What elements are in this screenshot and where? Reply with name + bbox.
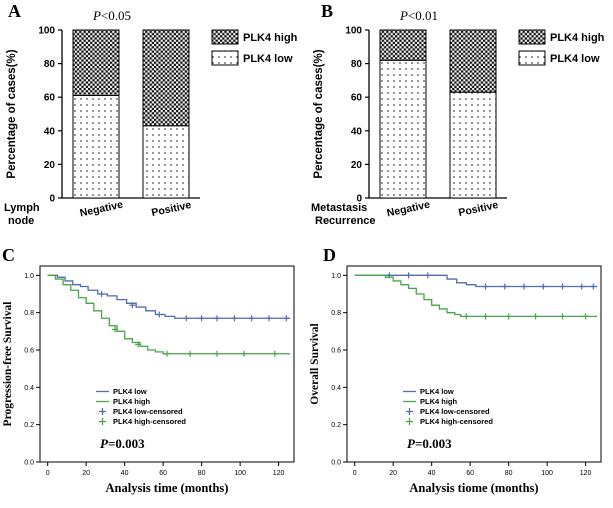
svg-text:0.2: 0.2 bbox=[24, 422, 34, 429]
svg-text:PLK4 high: PLK4 high bbox=[113, 397, 151, 406]
svg-text:PLK4 low: PLK4 low bbox=[550, 53, 600, 65]
svg-text:Percentage of cases(%): Percentage of cases(%) bbox=[6, 49, 18, 178]
svg-text:0.0: 0.0 bbox=[331, 460, 341, 467]
svg-text:P<0.01: P<0.01 bbox=[399, 8, 438, 23]
stacked-bar-chart-metastasis-recurrence: 0 20 40 60 80 100 Negative Positive P<0.01 Percen… bbox=[311, 8, 605, 227]
svg-text:Analysis tiome (months): Analysis tiome (months) bbox=[409, 481, 538, 495]
svg-text:1.0: 1.0 bbox=[24, 273, 34, 280]
svg-text:100: 100 bbox=[234, 470, 246, 477]
svg-text:P=0.003: P=0.003 bbox=[407, 436, 452, 451]
svg-text:PLK4 low: PLK4 low bbox=[243, 53, 293, 65]
svg-text:0.8: 0.8 bbox=[24, 310, 34, 317]
svg-text:20: 20 bbox=[82, 470, 90, 477]
svg-text:0: 0 bbox=[353, 470, 357, 477]
svg-text:100: 100 bbox=[541, 470, 553, 477]
kaplan-meier-overall-survival: 0.0 0.2 0.4 0.6 0.8 1.0 0 20 40 60 80 100 120 PLK4 lo… bbox=[309, 265, 602, 495]
svg-text:40: 40 bbox=[428, 470, 436, 477]
panel-c-km-progression-free-survival: C 0.0 0.2 0.4 0.6 0.8 1.0 0 20 40 60 80 100 120 PLK4 … bbox=[0, 245, 306, 508]
svg-text:100: 100 bbox=[345, 26, 362, 37]
svg-text:Analysis time (months): Analysis time (months) bbox=[106, 481, 229, 495]
svg-text:0: 0 bbox=[46, 470, 50, 477]
svg-text:20: 20 bbox=[351, 160, 363, 171]
svg-text:Negative: Negative bbox=[79, 199, 124, 220]
svg-text:100: 100 bbox=[38, 26, 55, 37]
svg-text:20: 20 bbox=[389, 470, 397, 477]
svg-text:Positive: Positive bbox=[150, 199, 192, 219]
svg-text:60: 60 bbox=[159, 470, 167, 477]
svg-text:node: node bbox=[8, 215, 34, 227]
svg-text:80: 80 bbox=[44, 59, 56, 70]
svg-text:0.8: 0.8 bbox=[331, 310, 341, 317]
panel-a-label: A bbox=[8, 1, 21, 21]
stacked-bar-chart-lymph-node: 0 20 40 60 80 100 Negative Positive P<0.05 Percen… bbox=[4, 8, 298, 227]
svg-text:0: 0 bbox=[356, 194, 362, 205]
svg-text:60: 60 bbox=[351, 93, 363, 104]
svg-text:0.6: 0.6 bbox=[331, 348, 341, 355]
panel-d-label: D bbox=[323, 245, 336, 265]
panel-a-bar-chart-lymph-node: A 0 20 40 60 80 100 Negative Positive P<0.05 Perc… bbox=[0, 0, 306, 252]
svg-text:80: 80 bbox=[351, 59, 363, 70]
svg-text:Metastasis: Metastasis bbox=[311, 202, 367, 214]
svg-text:PLK4 high: PLK4 high bbox=[243, 32, 298, 44]
kaplan-meier-progression-free-survival: 0.0 0.2 0.4 0.6 0.8 1.0 0 20 40 60 80 100 120 PLK4 lo… bbox=[2, 265, 295, 495]
panel-b-label: B bbox=[321, 1, 334, 21]
svg-text:0.4: 0.4 bbox=[331, 385, 341, 392]
svg-text:PLK4 low-censored: PLK4 low-censored bbox=[113, 407, 183, 416]
svg-text:0.2: 0.2 bbox=[331, 422, 341, 429]
svg-text:PLK4 high-censored: PLK4 high-censored bbox=[420, 417, 493, 426]
svg-text:PLK4 low: PLK4 low bbox=[113, 387, 147, 396]
svg-text:PLK4 high: PLK4 high bbox=[420, 397, 458, 406]
svg-text:120: 120 bbox=[273, 470, 285, 477]
svg-text:Recurrence: Recurrence bbox=[315, 215, 376, 227]
svg-text:PLK4 low: PLK4 low bbox=[420, 387, 454, 396]
svg-text:Progression-free Survival: Progression-free Survival bbox=[2, 302, 14, 427]
svg-text:PLK4 high: PLK4 high bbox=[550, 32, 605, 44]
svg-text:20: 20 bbox=[44, 160, 56, 171]
svg-text:60: 60 bbox=[44, 93, 56, 104]
svg-text:1.0: 1.0 bbox=[331, 273, 341, 280]
svg-text:80: 80 bbox=[505, 470, 513, 477]
svg-text:0.4: 0.4 bbox=[24, 385, 34, 392]
panel-d-km-overall-survival: D 0.0 0.2 0.4 0.6 0.8 1.0 0 20 40 60 80 100 120 PLK4 … bbox=[307, 245, 613, 508]
svg-text:0: 0 bbox=[49, 194, 55, 205]
svg-text:PLK4 high-censored: PLK4 high-censored bbox=[113, 417, 186, 426]
svg-text:PLK4 low-censored: PLK4 low-censored bbox=[420, 407, 490, 416]
svg-text:0.6: 0.6 bbox=[24, 348, 34, 355]
svg-text:P=0.003: P=0.003 bbox=[100, 436, 145, 451]
svg-text:80: 80 bbox=[198, 470, 206, 477]
svg-text:120: 120 bbox=[580, 470, 592, 477]
panel-c-label: C bbox=[2, 245, 15, 265]
svg-text:Negative: Negative bbox=[386, 199, 431, 220]
svg-text:Positive: Positive bbox=[457, 199, 499, 219]
svg-text:40: 40 bbox=[121, 470, 129, 477]
svg-text:60: 60 bbox=[466, 470, 474, 477]
svg-text:P<0.05: P<0.05 bbox=[92, 8, 131, 23]
svg-text:40: 40 bbox=[351, 126, 363, 137]
svg-text:40: 40 bbox=[44, 126, 56, 137]
panel-b-bar-chart-metastasis-recurrence: B 0 20 40 60 80 100 Negative Positive P<0.01 Perc… bbox=[307, 0, 613, 252]
svg-text:Percentage of cases(%): Percentage of cases(%) bbox=[313, 49, 325, 178]
svg-text:Lymph: Lymph bbox=[4, 202, 40, 214]
svg-text:0.0: 0.0 bbox=[24, 460, 34, 467]
svg-text:Overall Survival: Overall Survival bbox=[309, 323, 321, 404]
